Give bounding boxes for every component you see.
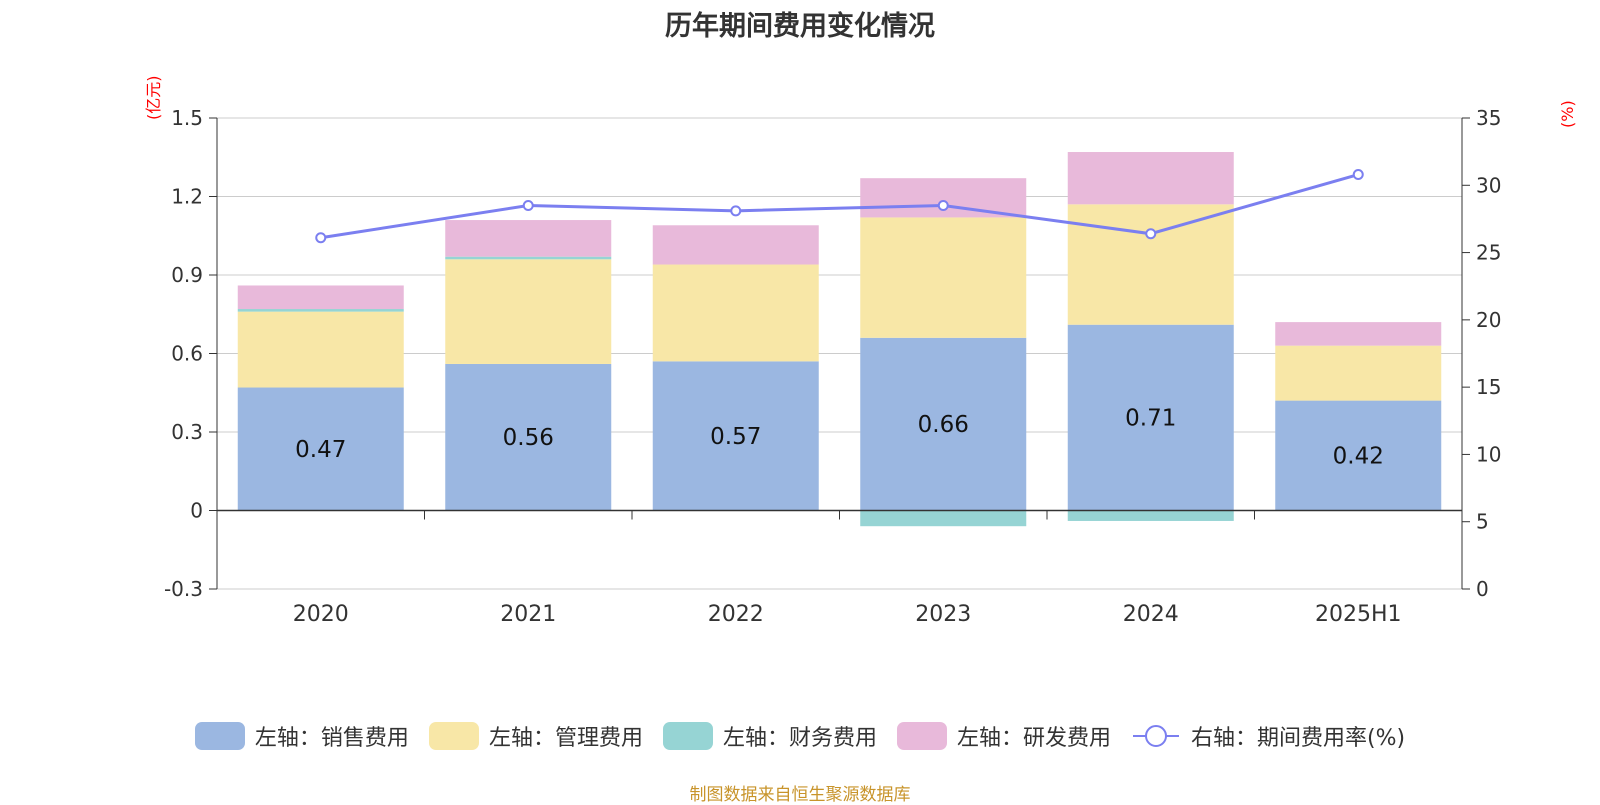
bar-label-sales-2021: 0.56 [503, 425, 554, 451]
x-tick-label-2023: 2023 [915, 602, 971, 627]
legend-swatch-admin [428, 722, 479, 750]
left-tick-label-6: 1.5 [171, 106, 203, 130]
legend-item-finance[interactable]: 左轴：财务费用 [662, 720, 877, 752]
bar-finance-2020 [237, 309, 404, 312]
bar-label-sales-2024: 0.71 [1125, 406, 1176, 432]
rate-point-2021 [522, 199, 534, 211]
bar-sales-2023 [860, 337, 1027, 511]
right-tick-label-1: 5 [1476, 510, 1489, 534]
legend-item-sales[interactable]: 左轴：销售费用 [194, 720, 409, 752]
bar-finance-2023 [860, 510, 1027, 527]
x-tick-label-2020: 2020 [293, 602, 349, 627]
right-tick-label-2: 10 [1476, 442, 1501, 466]
x-tick-label-2025H1: 2025H1 [1315, 602, 1402, 627]
bar-rnd-2025H1 [1275, 322, 1442, 346]
legend-swatch-sales [194, 722, 245, 750]
legend-item-rate[interactable]: 右轴：期间费用率(%) [1131, 720, 1405, 752]
right-tick-label-3: 15 [1476, 375, 1501, 399]
legend-swatch-rnd [896, 722, 947, 750]
bar-sales-2021 [445, 363, 612, 511]
right-tick-label-7: 35 [1476, 106, 1501, 130]
legend-item-admin[interactable]: 左轴：管理费用 [428, 720, 643, 752]
bar-label-sales-2025H1: 0.42 [1333, 444, 1384, 470]
bar-finance-2024 [1067, 510, 1234, 521]
right-tick-label-6: 30 [1476, 173, 1501, 197]
left-tick-label-5: 1.2 [171, 185, 203, 209]
left-tick-label-1: 0 [190, 499, 203, 523]
left-tick-label-2: 0.3 [171, 420, 203, 444]
left-tick-label-0: -0.3 [164, 577, 203, 601]
x-tick-label-2022: 2022 [708, 602, 764, 627]
bar-admin-2022 [652, 264, 819, 362]
right-tick-label-0: 0 [1476, 577, 1489, 601]
bar-rnd-2023 [860, 178, 1027, 218]
x-tick-label-2024: 2024 [1123, 602, 1179, 627]
rate-line [320, 173, 1359, 240]
legend-label-sales: 左轴：销售费用 [254, 726, 409, 751]
rate-point-2020 [315, 232, 327, 244]
bar-finance-2021 [445, 256, 612, 260]
bar-label-sales-2023: 0.66 [918, 412, 969, 438]
bar-admin-2020 [237, 311, 404, 388]
right-tick-label-4: 20 [1476, 308, 1501, 332]
bar-sales-2020 [237, 387, 404, 511]
x-tick-label-2021: 2021 [500, 602, 556, 627]
bar-admin-2021 [445, 259, 612, 364]
legend-swatch-finance [662, 722, 713, 750]
bar-sales-2022 [652, 361, 819, 511]
rate-point-2025H1 [1352, 169, 1364, 181]
bar-rnd-2022 [652, 225, 819, 265]
rate-point-2024 [1145, 228, 1157, 240]
rate-point-2022 [730, 205, 742, 217]
legend-item-rnd[interactable]: 左轴：研发费用 [896, 720, 1111, 752]
bar-rnd-2024 [1067, 152, 1234, 205]
bar-admin-2025H1 [1275, 345, 1442, 401]
left-tick-label-4: 0.9 [171, 263, 203, 287]
bar-rnd-2021 [445, 220, 612, 257]
bar-sales-2025H1 [1275, 400, 1442, 511]
rate-point-2023 [937, 199, 949, 211]
bar-label-sales-2020: 0.47 [295, 437, 346, 463]
legend-label-rate: 右轴：期间费用率(%) [1190, 726, 1406, 751]
data-source-note: 制图数据来自恒生聚源数据库 [689, 785, 911, 805]
chart-legend: 左轴：销售费用 左轴：管理费用 左轴：财务费用 左轴：研发费用 右轴：期间费用率… [0, 720, 1600, 752]
right-tick-label-5: 25 [1476, 241, 1501, 265]
legend-label-rnd: 左轴：研发费用 [956, 726, 1111, 751]
left-tick-label-3: 0.6 [171, 342, 203, 366]
legend-label-admin: 左轴：管理费用 [488, 726, 643, 751]
legend-label-finance: 左轴：财务费用 [722, 726, 877, 751]
legend-line-marker-icon [1132, 725, 1179, 747]
bar-admin-2024 [1067, 204, 1234, 325]
bar-rnd-2020 [237, 285, 404, 310]
chart-title: 历年期间费用变化情况 [665, 11, 935, 42]
bar-admin-2023 [860, 217, 1027, 338]
bar-label-sales-2022: 0.57 [710, 424, 761, 450]
bar-sales-2024 [1067, 324, 1234, 511]
